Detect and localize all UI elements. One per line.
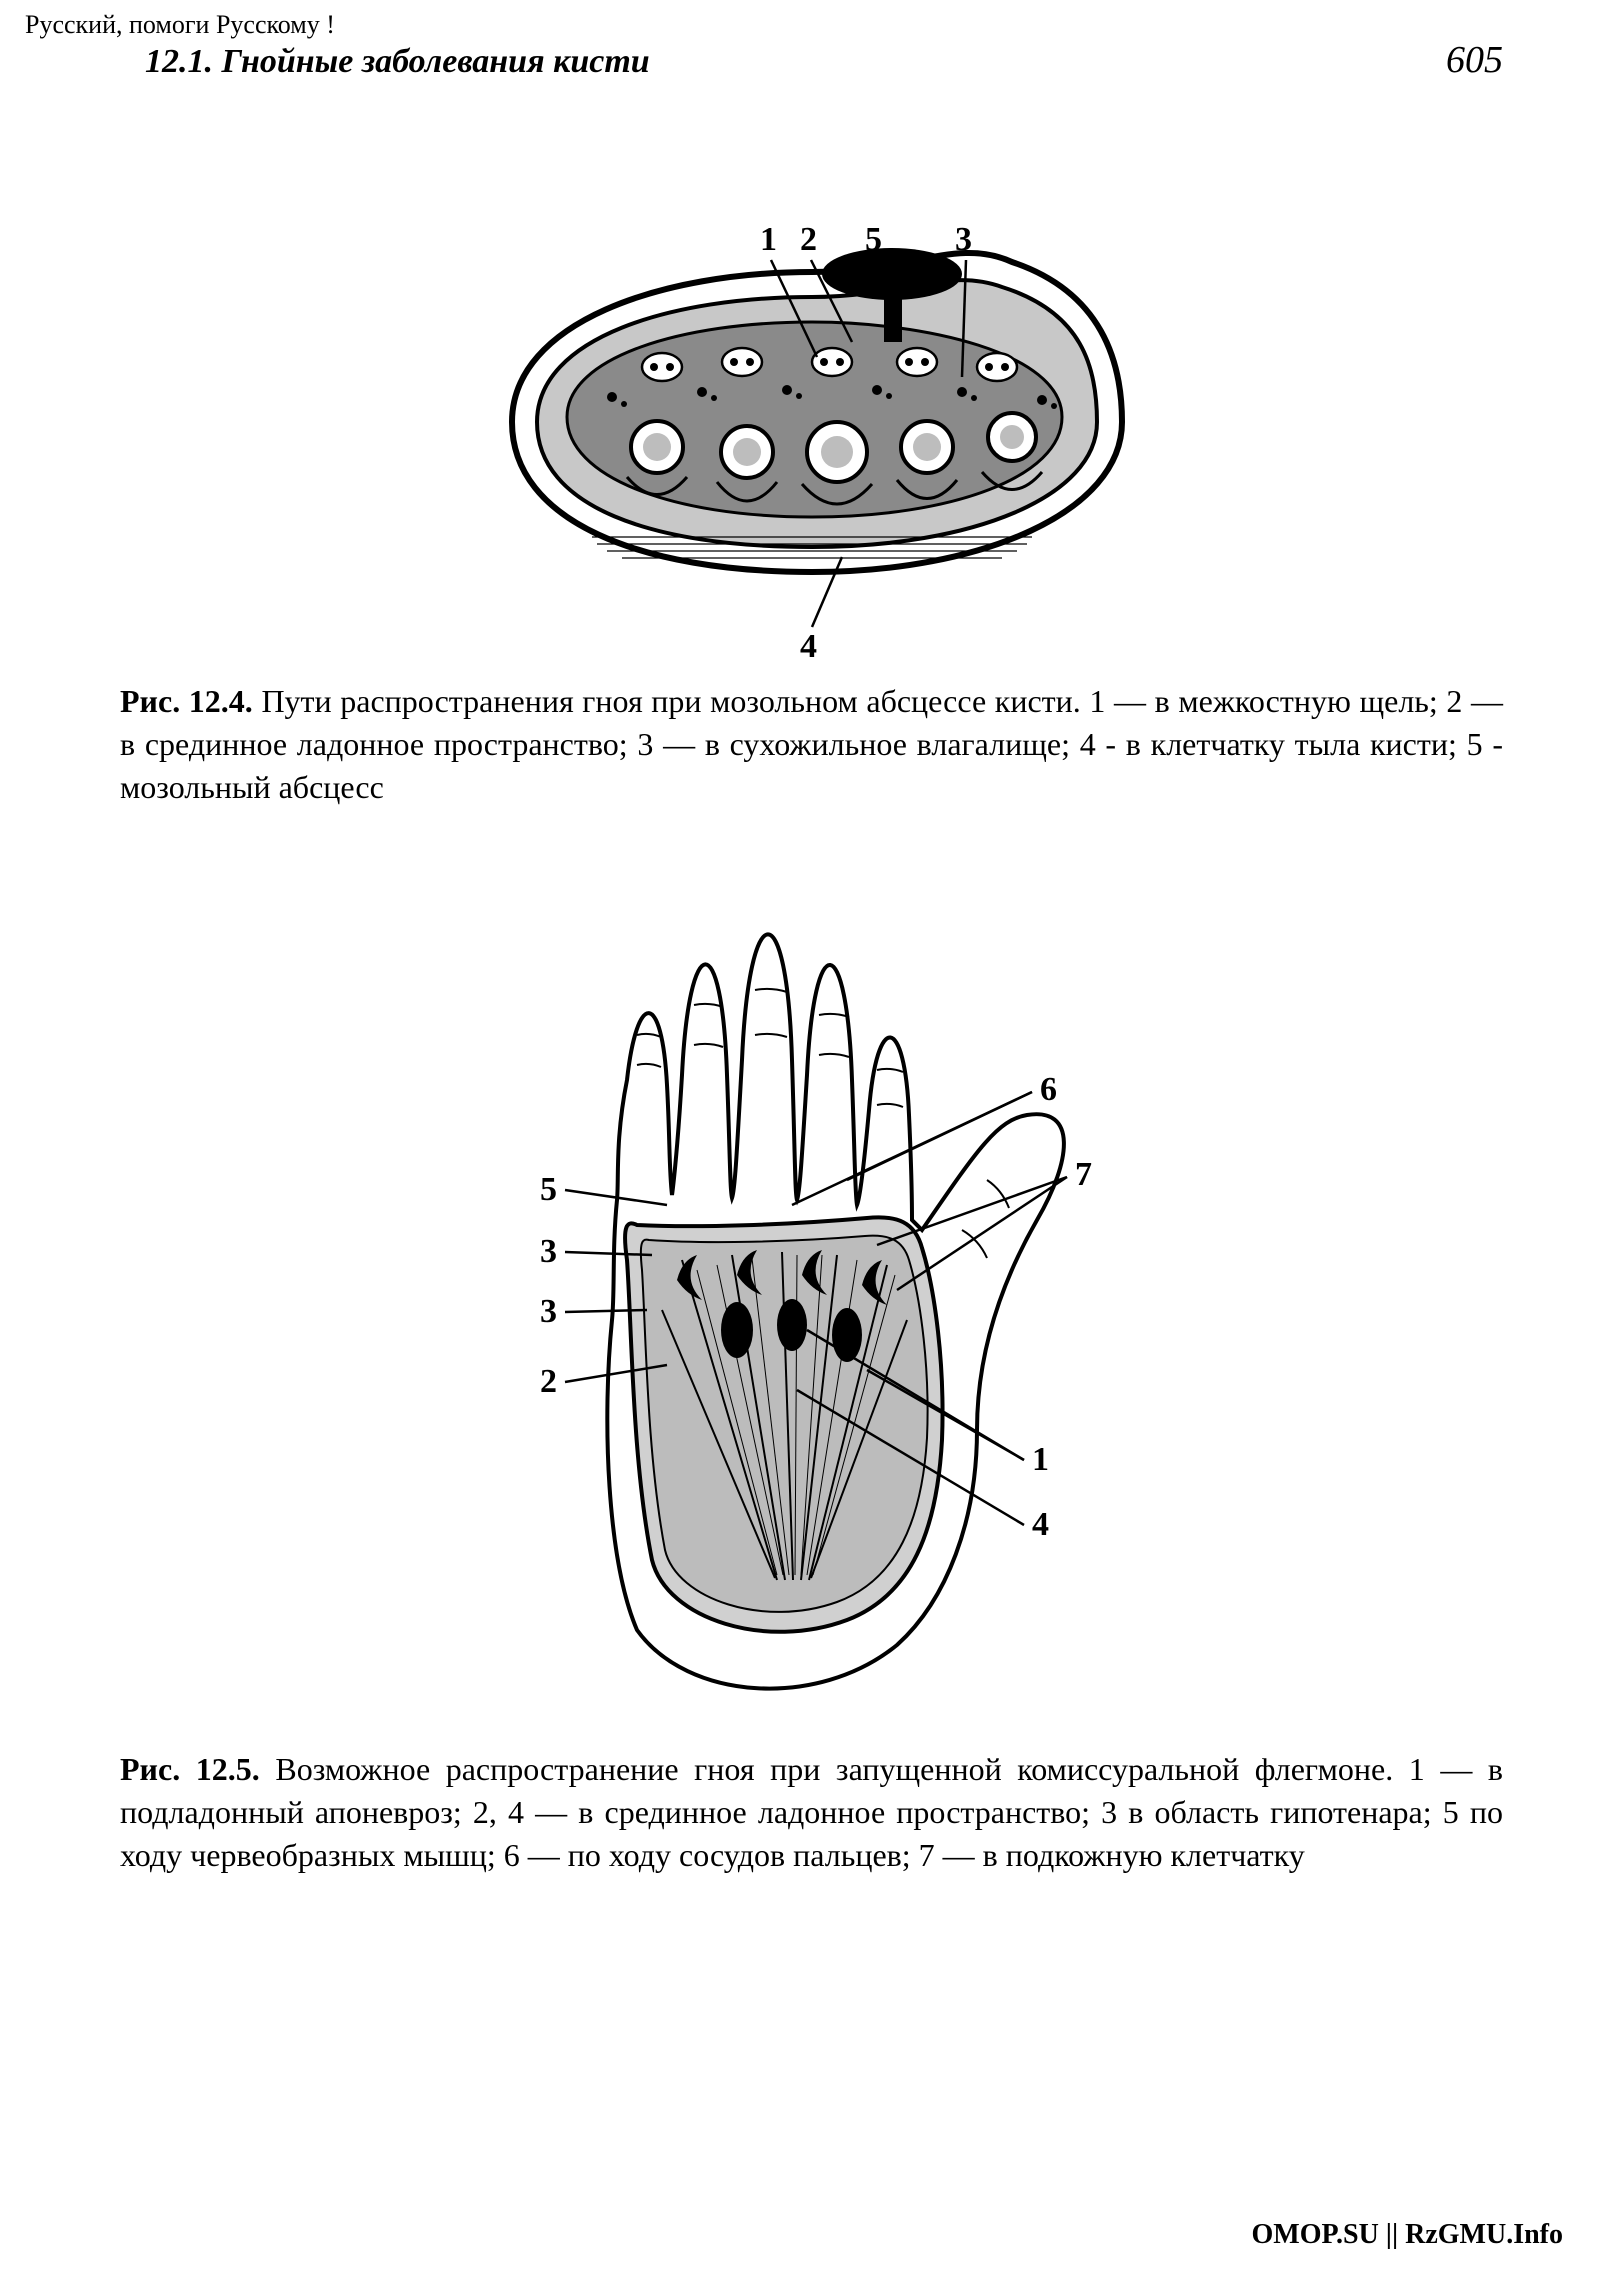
fig125-label-6: 6: [1040, 1071, 1057, 1108]
fig124-caption-text: Пути распространения гноя при мозольном …: [120, 683, 1503, 805]
fig125-label-5: 5: [540, 1171, 557, 1208]
fig124-label-5: 5: [865, 221, 882, 258]
fig125-caption-text: Возможное распространение гноя при запущ…: [120, 1751, 1503, 1873]
fig124-label-3: 3: [955, 221, 972, 258]
page-number: 605: [1446, 38, 1503, 82]
fig125-label-2: 2: [540, 1363, 557, 1400]
watermark-banner: Русский, помоги Русскому !: [25, 10, 335, 40]
fig125-label-1: 1: [1032, 1441, 1049, 1478]
fig124-label-1: 1: [760, 221, 777, 258]
fig124-title: Рис. 12.4.: [120, 683, 253, 719]
figure-12-5-caption: Рис. 12.5. Возможное распространение гно…: [120, 1748, 1503, 1878]
fig125-label-3a: 3: [540, 1233, 557, 1270]
fig125-label-3b: 3: [540, 1293, 557, 1330]
fig125-label-7: 7: [1075, 1156, 1092, 1193]
fig124-label-2: 2: [800, 221, 817, 258]
fig124-label-4: 4: [800, 628, 817, 662]
figure-12-4-svg: 1 2 5 3 4: [362, 142, 1262, 662]
section-title: 12.1. Гнойные заболевания кисти: [145, 43, 650, 81]
fig125-label-4: 4: [1032, 1506, 1049, 1543]
footer-source: OMOP.SU || RzGMU.Info: [1251, 2219, 1563, 2251]
figure-12-4: 1 2 5 3 4: [110, 142, 1513, 662]
fig125-title: Рис. 12.5.: [120, 1751, 260, 1787]
figure-12-5: 6 7 1 4 5 3 3 2: [110, 860, 1513, 1730]
figure-12-4-caption: Рис. 12.4. Пути распространения гноя при…: [120, 680, 1503, 810]
page-header: 12.1. Гнойные заболевания кисти 605: [110, 38, 1513, 82]
figure-12-5-svg: 6 7 1 4 5 3 3 2: [337, 860, 1287, 1730]
